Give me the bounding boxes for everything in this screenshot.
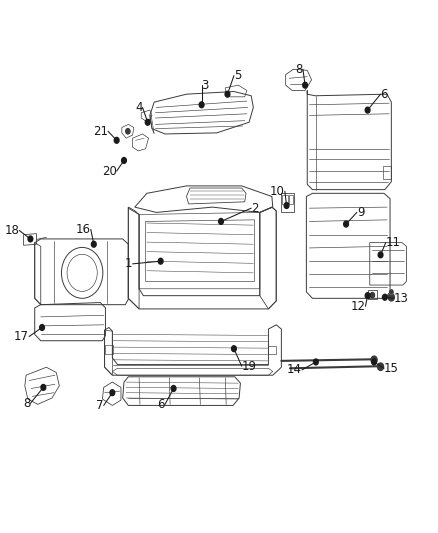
Circle shape	[382, 294, 387, 300]
Text: 2: 2	[251, 201, 259, 215]
Circle shape	[126, 128, 130, 134]
Text: 7: 7	[96, 399, 104, 412]
Circle shape	[219, 219, 223, 224]
Circle shape	[365, 107, 370, 113]
Text: 19: 19	[242, 360, 257, 373]
Text: 17: 17	[14, 330, 29, 343]
Text: 5: 5	[234, 69, 241, 82]
Circle shape	[114, 138, 119, 143]
Text: 16: 16	[76, 223, 91, 236]
Circle shape	[390, 290, 393, 294]
Circle shape	[122, 158, 126, 164]
Text: 6: 6	[381, 87, 388, 101]
Circle shape	[158, 259, 163, 264]
Circle shape	[389, 294, 394, 301]
Text: 8: 8	[296, 63, 303, 76]
Circle shape	[371, 356, 377, 364]
Text: 20: 20	[102, 165, 117, 177]
Circle shape	[370, 293, 374, 298]
Text: 6: 6	[157, 398, 165, 411]
Circle shape	[199, 102, 204, 108]
Circle shape	[378, 363, 384, 370]
Text: 14: 14	[287, 364, 302, 376]
Text: 13: 13	[393, 292, 408, 305]
Circle shape	[28, 236, 33, 242]
Circle shape	[390, 290, 393, 294]
Text: 8: 8	[23, 397, 30, 410]
Circle shape	[372, 359, 376, 365]
Circle shape	[171, 385, 176, 391]
Circle shape	[365, 293, 370, 298]
Text: 15: 15	[384, 362, 399, 375]
Text: 9: 9	[357, 206, 364, 219]
Circle shape	[92, 241, 96, 247]
Circle shape	[344, 221, 348, 227]
Text: 21: 21	[93, 125, 108, 138]
Circle shape	[40, 325, 44, 330]
Circle shape	[378, 252, 383, 258]
Text: 12: 12	[350, 300, 365, 313]
Text: 4: 4	[135, 101, 142, 114]
Circle shape	[225, 91, 230, 97]
Circle shape	[303, 82, 307, 88]
Circle shape	[314, 359, 318, 365]
Circle shape	[41, 384, 46, 390]
Circle shape	[145, 119, 150, 125]
Text: 11: 11	[386, 236, 401, 249]
Text: 10: 10	[270, 185, 285, 198]
Circle shape	[232, 346, 237, 352]
Circle shape	[110, 390, 115, 395]
Circle shape	[284, 203, 289, 208]
Text: 3: 3	[201, 79, 209, 92]
Text: 1: 1	[125, 257, 133, 270]
Text: 18: 18	[4, 224, 19, 237]
